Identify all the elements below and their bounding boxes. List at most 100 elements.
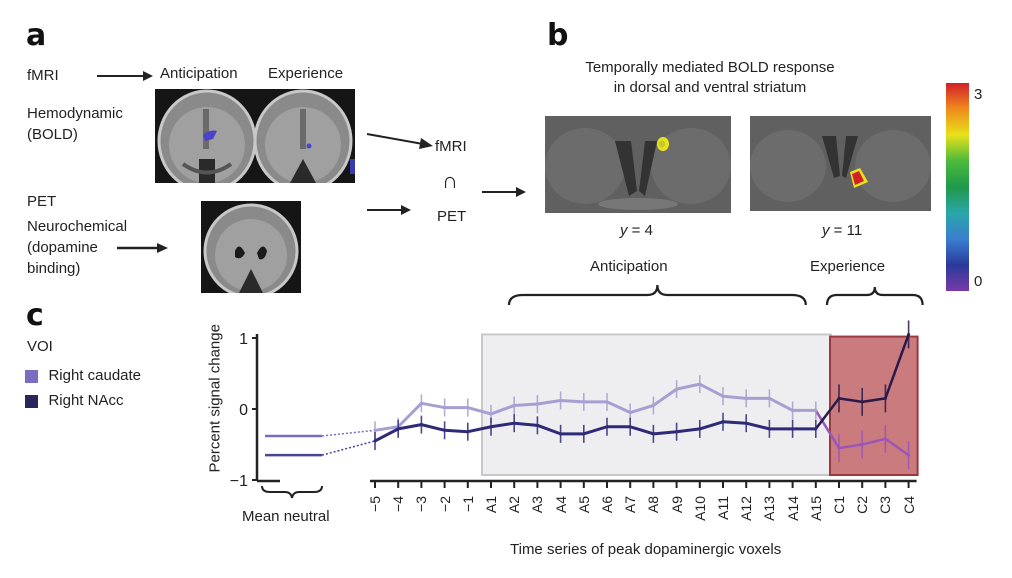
x-tick-label: A11 [715,496,731,520]
fmri-brain-image [155,89,355,183]
colorbar-min-label: 0 [974,273,983,290]
anticipation-bracket [507,284,807,306]
x-tick-label: A10 [691,496,708,521]
x-tick-label: −5 [367,496,383,512]
data-point [651,403,655,407]
y-tick-label: 1 [239,331,248,348]
x-tick-label: A2 [506,496,523,514]
x-tick-label: −1 [459,496,476,512]
data-point [651,432,655,436]
hemodynamic-label: Hemodynamic [27,105,123,122]
data-point [791,427,795,431]
data-point [698,427,702,431]
experience-col-label: Experience [268,65,344,82]
x-tick-label: A7 [622,496,639,514]
x-tick-label: C1 [831,496,847,514]
data-point [675,387,679,391]
data-point [396,427,400,431]
data-point [791,408,795,412]
x-tick-label: A12 [738,496,755,521]
x-axis-label: Time series of peak dopaminergic voxels [510,541,782,558]
data-point [767,396,771,400]
slice-y11-image [750,116,931,211]
x-tick-label: C3 [877,496,894,514]
data-point [698,382,702,386]
caption-value: = 11 [829,222,863,239]
data-point [744,421,748,425]
data-point [489,412,493,416]
anticipation-bracket-label: Anticipation [590,258,668,275]
x-tick-label: A13 [761,496,778,521]
data-point [605,400,609,404]
data-point [443,428,447,432]
neurochemical-label: Neurochemical [27,218,128,235]
pet-brain-image [201,201,301,293]
arrow-icon [482,187,526,197]
mean-neutral-connector [321,440,376,456]
intersection-symbol: ∩ [442,168,458,193]
x-tick-label: A3 [529,496,546,514]
data-point [466,430,470,434]
panel-a-letter: a [26,18,47,53]
arrow-icon [366,133,433,149]
series-line-nacc [374,420,816,443]
experience-bracket-label: Experience [810,258,886,275]
x-tick-label: −3 [413,496,430,512]
data-point [559,432,563,436]
data-point [628,425,632,429]
data-point [582,400,586,404]
binding-label: binding) [27,260,81,277]
panel-c-letter: c [26,298,44,333]
fmri-label: fMRI [27,67,59,84]
pet-label: PET [27,193,57,210]
intersection-fmri-label: fMRI [435,138,467,155]
intersection-pet-label: PET [437,208,467,225]
x-tick-label: A15 [807,496,824,521]
x-tick-label: A14 [784,496,801,521]
data-point [814,408,818,412]
x-tick-label: −2 [436,496,453,512]
experience-region [829,335,919,476]
x-tick-label: −4 [390,496,407,512]
anticipation-col-label: Anticipation [160,65,238,82]
data-point [559,398,563,402]
x-tick-label: A1 [483,496,499,514]
legend-item-caudate: Right caudate [25,366,141,386]
caption-variable: y [620,222,628,239]
arrow-icon [117,243,168,253]
data-point [535,423,539,427]
data-point [373,439,377,443]
data-point [883,437,887,441]
data-point [883,396,887,400]
dopamine-label: (dopamine [27,239,98,256]
colorbar-max-label: 3 [974,86,983,103]
caption-variable: y [822,222,830,239]
data-point [419,401,423,405]
data-point [535,402,539,406]
data-point [744,396,748,400]
panel-b-title-line2: in dorsal and ventral striatum [613,79,807,96]
legend-label-nacc: Right NAcc [48,392,124,409]
data-point [907,453,911,457]
x-tick-label: A6 [599,496,615,514]
data-point [443,406,447,410]
data-point [512,421,516,425]
data-point [837,396,841,400]
data-point [814,427,818,431]
data-point [675,430,679,434]
slice-y11-caption: y = 11 [822,222,862,239]
data-point [466,406,470,410]
data-point [489,425,493,429]
slice-y4-caption: y = 4 [620,222,653,239]
data-point [767,427,771,431]
x-tick-label: C2 [854,496,871,514]
caption-value: = 4 [627,222,653,239]
y-tick-label: −1 [230,473,248,490]
y-tick-label: 0 [239,402,248,419]
panel-b-letter: b [547,18,569,53]
mean-neutral-label: Mean neutral [242,508,330,525]
data-point [628,411,632,415]
legend-label-caudate: Right caudate [48,367,142,384]
bold-label: (BOLD) [27,126,78,143]
